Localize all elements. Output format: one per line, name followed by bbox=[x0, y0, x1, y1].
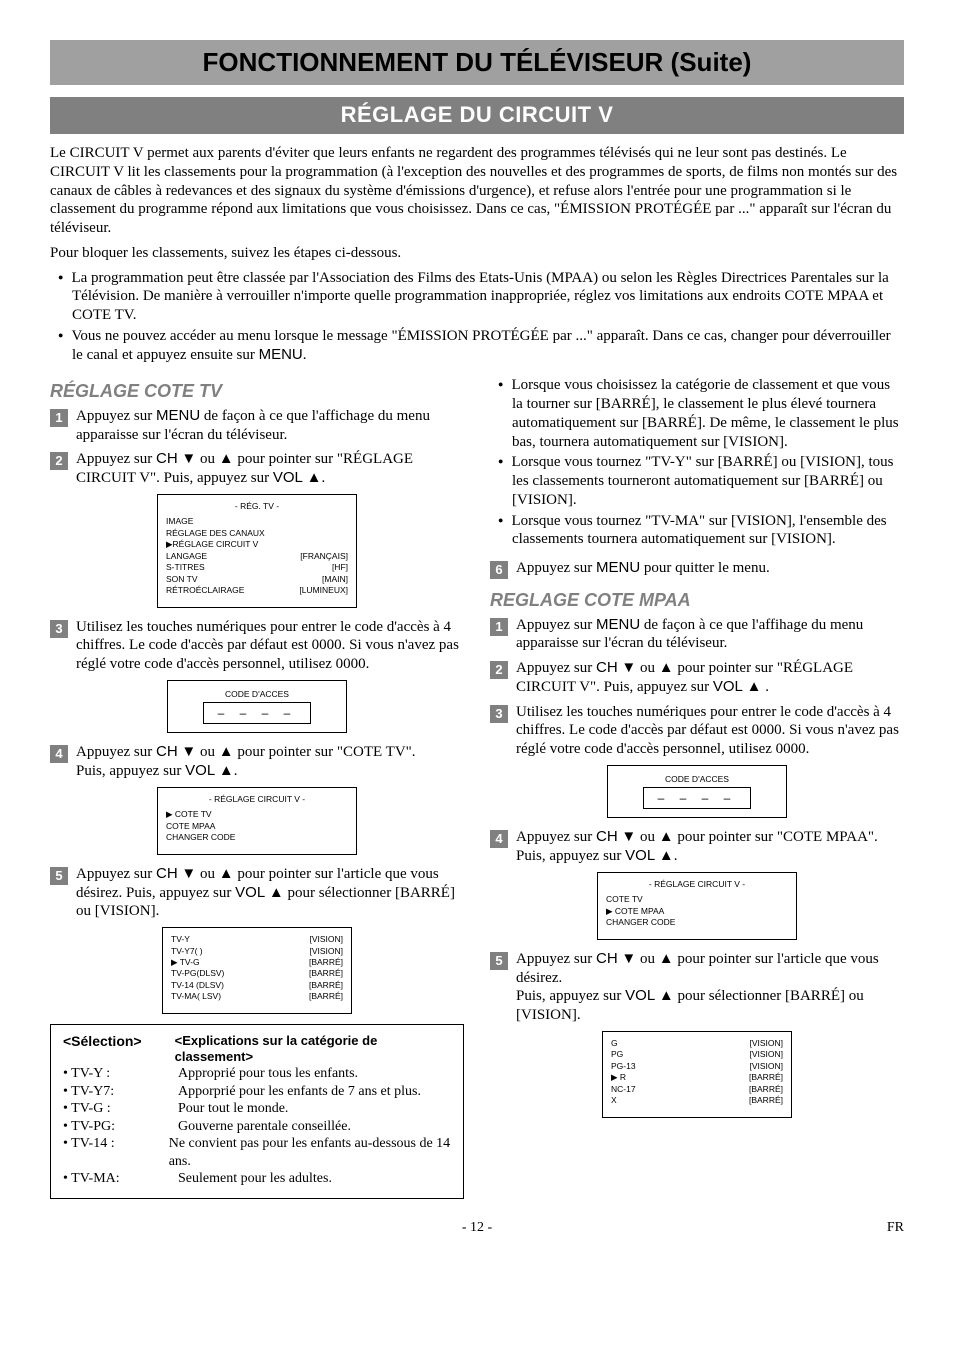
tv-step-4: 4 Appuyez sur CH ▼ ou ▲ pour pointer sur… bbox=[50, 743, 464, 781]
step-number-icon: 1 bbox=[50, 409, 68, 427]
intro-bullet-2: Vous ne pouvez accéder au menu lorsque l… bbox=[50, 327, 904, 365]
osd-mpaa-ratings: G[VISION] PG[VISION] PG-13[VISION] ▶ R[B… bbox=[602, 1031, 792, 1118]
mpaa-step-2: 2 Appuyez sur CH ▼ ou ▲ pour pointer sur… bbox=[490, 659, 904, 697]
right-bullet-1: Lorsque vous choisissez la catégorie de … bbox=[490, 376, 904, 451]
tv-step-3: 3 Utilisez les touches numériques pour e… bbox=[50, 618, 464, 674]
osd-tv-ratings: TV-Y[VISION] TV-Y7( )[VISION] ▶ TV-G[BAR… bbox=[162, 927, 352, 1014]
step-number-icon: 2 bbox=[50, 452, 68, 470]
step-number-icon: 4 bbox=[490, 830, 508, 848]
right-bullets: Lorsque vous choisissez la catégorie de … bbox=[490, 376, 904, 549]
tv-step-6: 6 Appuyez sur MENU pour quitter le menu. bbox=[490, 559, 904, 579]
step-number-icon: 2 bbox=[490, 661, 508, 679]
mpaa-heading: REGLAGE COTE MPAA bbox=[490, 589, 904, 612]
mpaa-step-1: 1 Appuyez sur MENU de façon à ce que l'a… bbox=[490, 616, 904, 654]
intro-paragraph-2: Pour bloquer les classements, suivez les… bbox=[50, 244, 904, 263]
right-bullet-2: Lorsque vous tournez "TV-Y" sur [BARRÉ] … bbox=[490, 453, 904, 509]
tv-step-2: 2 Appuyez sur CH ▼ ou ▲ pour pointer sur… bbox=[50, 450, 464, 488]
step-number-icon: 5 bbox=[490, 952, 508, 970]
osd-code-access-2: CODE D'ACCES – – – – bbox=[607, 765, 787, 819]
page-number: - 12 - bbox=[462, 1220, 492, 1235]
step-number-icon: 1 bbox=[490, 618, 508, 636]
mpaa-step-5: 5 Appuyez sur CH ▼ ou ▲ pour pointer sur… bbox=[490, 950, 904, 1025]
left-column: RÉGLAGE COTE TV 1 Appuyez sur MENU de fa… bbox=[50, 374, 464, 1199]
tv-heading: RÉGLAGE COTE TV bbox=[50, 380, 464, 403]
tv-step-1: 1 Appuyez sur MENU de façon à ce que l'a… bbox=[50, 407, 464, 445]
page-footer: - 12 - FR bbox=[50, 1219, 904, 1237]
right-bullet-3: Lorsque vous tournez "TV-MA" sur [VISION… bbox=[490, 512, 904, 550]
intro-bullets: La programmation peut être classée par l… bbox=[50, 269, 904, 365]
osd-circuit-v-mpaa: - RÉGLAGE CIRCUIT V - COTE TV ▶ COTE MPA… bbox=[597, 872, 797, 940]
step-number-icon: 3 bbox=[50, 620, 68, 638]
step-number-icon: 4 bbox=[50, 745, 68, 763]
right-column: Lorsque vous choisissez la catégorie de … bbox=[490, 374, 904, 1199]
step-number-icon: 3 bbox=[490, 705, 508, 723]
selection-table: <Sélection><Explications sur la catégori… bbox=[50, 1024, 464, 1199]
osd-code-access-1: CODE D'ACCES – – – – bbox=[167, 680, 347, 734]
mpaa-step-3: 3 Utilisez les touches numériques pour e… bbox=[490, 703, 904, 759]
tv-step-5: 5 Appuyez sur CH ▼ ou ▲ pour pointer sur… bbox=[50, 865, 464, 921]
osd-circuit-v-tv: - RÉGLAGE CIRCUIT V - ▶ COTE TV COTE MPA… bbox=[157, 787, 357, 855]
step-number-icon: 6 bbox=[490, 561, 508, 579]
step-number-icon: 5 bbox=[50, 867, 68, 885]
page-lang: FR bbox=[887, 1219, 904, 1237]
mpaa-step-4: 4 Appuyez sur CH ▼ ou ▲ pour pointer sur… bbox=[490, 828, 904, 866]
intro-paragraph-1: Le CIRCUIT V permet aux parents d'éviter… bbox=[50, 144, 904, 238]
osd-reg-tv: - RÉG. TV - IMAGE RÉGLAGE DES CANAUX ▶RÉ… bbox=[157, 494, 357, 608]
section-title-bar: RÉGLAGE DU CIRCUIT V bbox=[50, 97, 904, 135]
intro-bullet-1: La programmation peut être classée par l… bbox=[50, 269, 904, 325]
page-title-bar: FONCTIONNEMENT DU TÉLÉVISEUR (Suite) bbox=[50, 40, 904, 85]
